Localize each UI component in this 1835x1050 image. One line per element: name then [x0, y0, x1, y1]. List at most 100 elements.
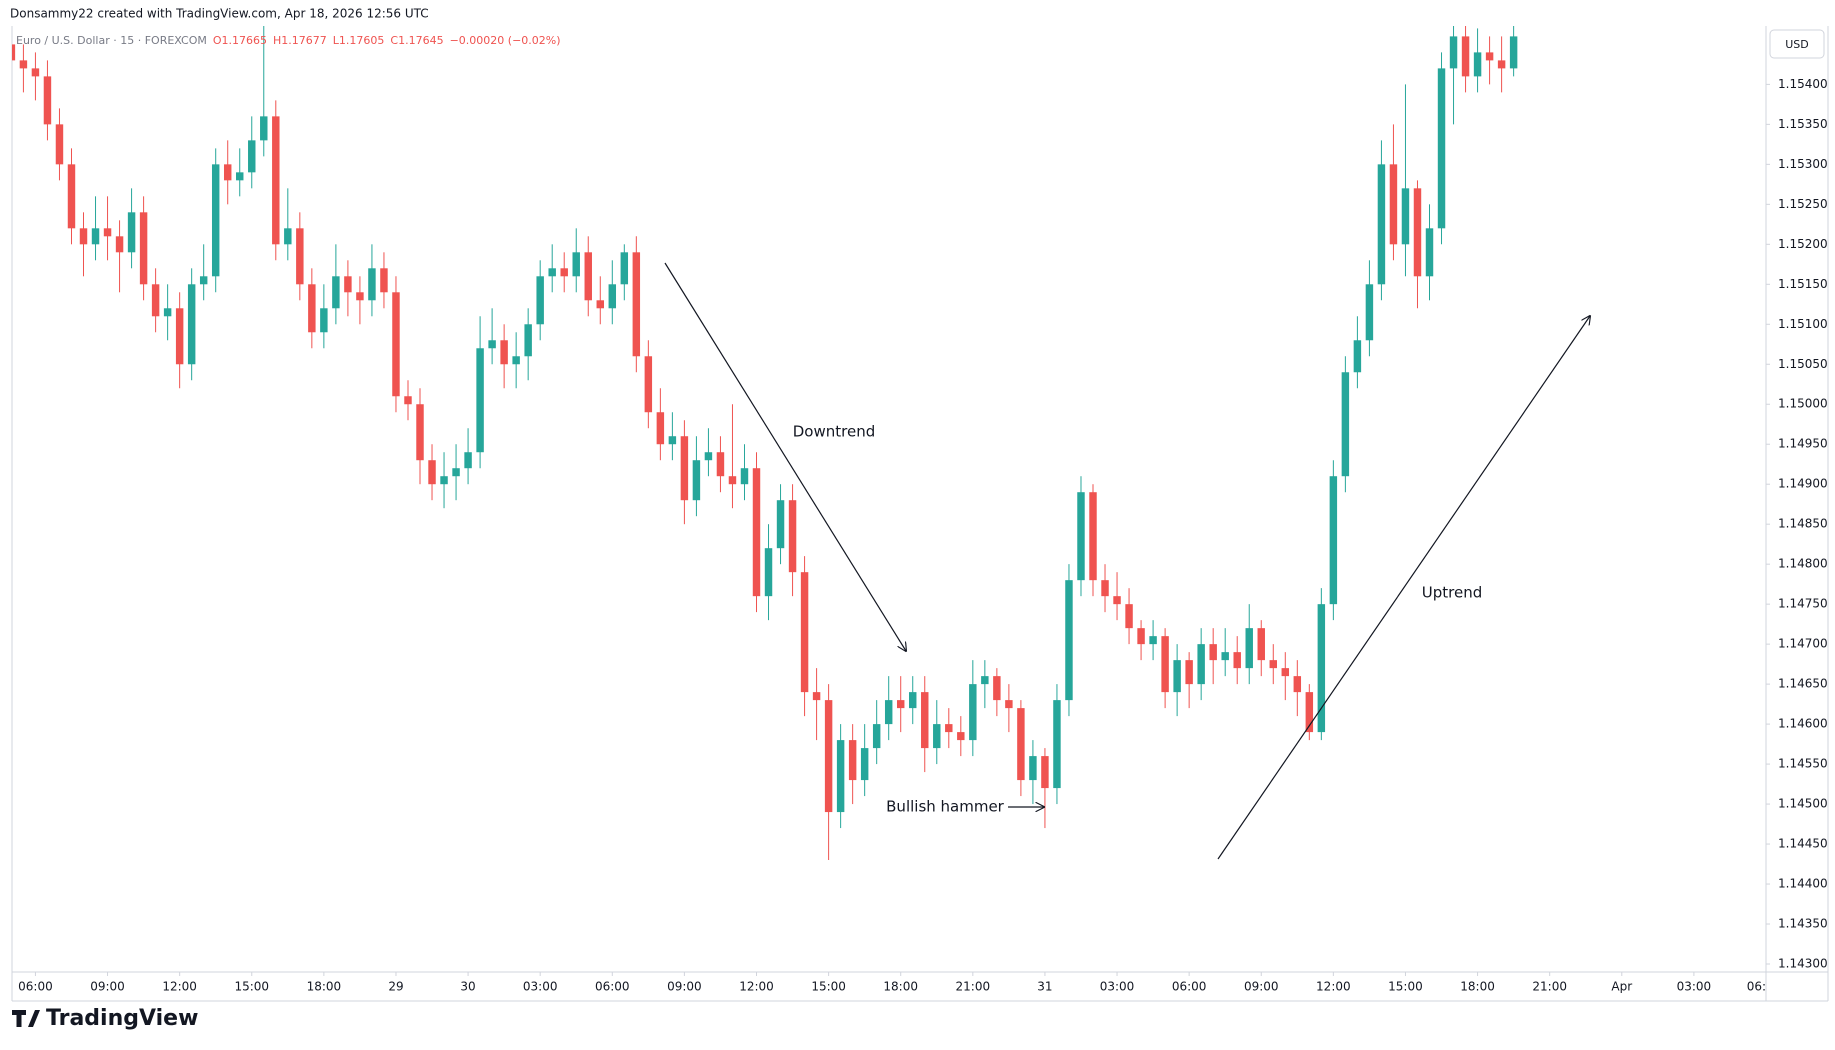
candle-body: [115, 236, 124, 253]
candle-body: [620, 252, 629, 285]
candle-body: [1257, 628, 1265, 661]
candle-body: [31, 68, 40, 77]
candle-body: [692, 460, 701, 501]
y-tick-label: 1.15150: [1778, 277, 1828, 291]
x-tick-label: 12:00: [739, 980, 774, 994]
candle-body: [1125, 604, 1133, 629]
candle-body: [1185, 660, 1193, 685]
y-tick-label: 1.14550: [1778, 757, 1828, 771]
ohlc-value: L1.17605: [333, 34, 385, 47]
y-tick-label: 1.14750: [1778, 597, 1828, 611]
candle-body: [536, 276, 544, 325]
candle-body: [1341, 372, 1350, 477]
x-tick-label: 12:00: [1316, 980, 1351, 994]
candle-body: [1089, 492, 1097, 581]
candle-body: [1077, 492, 1085, 581]
candle-body: [55, 124, 64, 165]
candle-body: [103, 228, 112, 237]
y-tick-label: 1.15200: [1778, 237, 1828, 251]
candle-body: [945, 724, 953, 733]
x-tick-label: 03:00: [1677, 980, 1712, 994]
candle-body: [1377, 164, 1386, 285]
candle-body: [1113, 596, 1121, 605]
candle-body: [884, 700, 893, 725]
ohlc-value: O1.17665: [213, 34, 267, 47]
candle-body: [728, 476, 737, 485]
candle-body: [981, 676, 989, 685]
x-tick-label: 18:00: [883, 980, 918, 994]
y-tick-label: 1.15050: [1778, 357, 1828, 371]
y-tick-label: 1.14350: [1778, 917, 1828, 931]
y-tick-label: 1.14600: [1778, 717, 1828, 731]
candle-body: [1449, 36, 1458, 69]
candle-body: [199, 276, 208, 285]
y-tick-label: 1.14450: [1778, 837, 1828, 851]
y-tick-label: 1.14500: [1778, 797, 1828, 811]
y-tick-label: 1.14650: [1778, 677, 1828, 691]
candle-body: [752, 468, 761, 597]
x-tick-label: 06:: [1747, 980, 1766, 994]
x-tick-label: 12:00: [162, 980, 197, 994]
downtrend-arrow: [664, 262, 906, 651]
candle-body: [175, 308, 184, 365]
x-tick-label: Apr: [1611, 980, 1632, 994]
candle-body: [596, 300, 604, 309]
candle-body: [1281, 668, 1290, 677]
candle-body: [260, 116, 268, 141]
x-tick-label: 03:00: [1100, 980, 1135, 994]
candle-body: [296, 228, 304, 285]
candle-body: [800, 572, 809, 693]
candle-body: [1329, 476, 1338, 605]
currency-box: [1769, 29, 1825, 59]
y-tick-label: 1.15000: [1778, 397, 1828, 411]
candle-body: [933, 724, 941, 749]
ohlc-value: C1.17645: [390, 34, 443, 47]
y-tick-label: 1.15350: [1778, 117, 1828, 131]
candle-body: [1245, 628, 1253, 669]
x-tick-label: 15:00: [1388, 980, 1423, 994]
candle-body: [1221, 652, 1229, 661]
y-tick-label: 1.14900: [1778, 477, 1828, 491]
y-tick-label: 1.14700: [1778, 637, 1828, 651]
uptrend-arrow: [1217, 316, 1590, 860]
x-tick-label: 06:00: [1172, 980, 1207, 994]
candle-body: [824, 700, 833, 813]
x-tick-label: 06:00: [18, 980, 53, 994]
x-tick-label: 18:00: [1460, 980, 1495, 994]
candle-body: [12, 44, 16, 61]
symbol-legend: Euro / U.S. Dollar · 15 · FOREXCOM O1.176…: [16, 34, 561, 47]
candle-body: [1149, 636, 1157, 645]
candle-body: [1305, 692, 1314, 733]
candle-body: [272, 116, 280, 245]
annotation: Bullish hammer: [886, 798, 1005, 816]
candle-body: [896, 700, 905, 709]
candle-body: [344, 276, 352, 293]
candle-body: [848, 740, 857, 781]
candle-body: [488, 340, 496, 349]
candle-body: [1209, 644, 1217, 661]
candle-body: [909, 692, 917, 709]
x-tick-label: 03:00: [523, 980, 558, 994]
candle-body: [1233, 652, 1241, 669]
candle-body: [872, 724, 881, 749]
candle-body: [1413, 188, 1422, 277]
x-tick-label: 15:00: [234, 980, 269, 994]
candle-body: [656, 412, 665, 445]
candle-body: [248, 140, 256, 173]
candle-body: [332, 276, 340, 309]
candle-body: [1293, 676, 1302, 693]
x-tick-label: 21:00: [1532, 980, 1567, 994]
candle-body: [476, 348, 484, 453]
ohlc-value: −0.00020 (−0.02%): [450, 34, 561, 47]
candle-body: [236, 172, 244, 181]
x-tick-label: 15:00: [811, 980, 846, 994]
candle-body: [788, 500, 797, 573]
symbol: Euro / U.S. Dollar · 15 · FOREXCOM: [16, 34, 207, 47]
candle-body: [1161, 636, 1169, 693]
candle-body: [716, 452, 725, 477]
candle-body: [584, 252, 592, 301]
candle-body: [1269, 660, 1277, 669]
candle-body: [764, 548, 773, 597]
